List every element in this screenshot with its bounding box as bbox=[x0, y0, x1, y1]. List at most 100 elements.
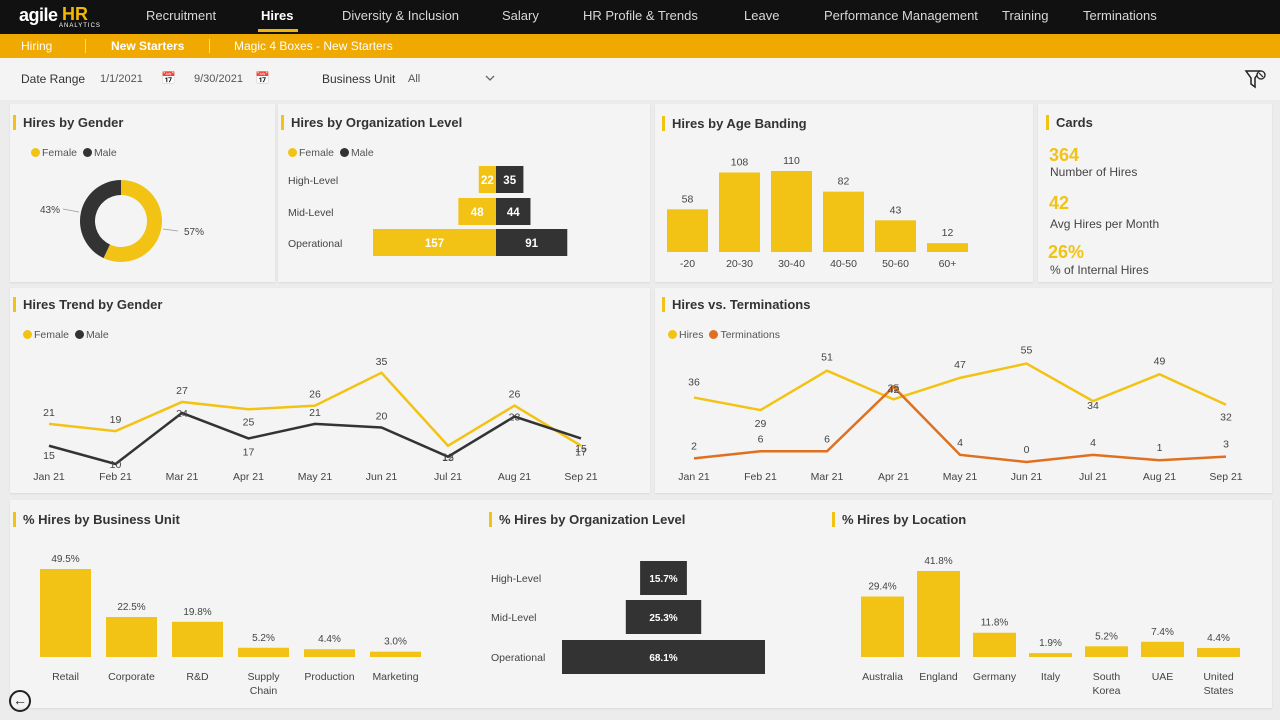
x-tick-label: Feb 21 bbox=[744, 471, 777, 483]
category-label: States bbox=[1204, 685, 1234, 697]
date-range-label: Date Range bbox=[21, 72, 86, 86]
chart-title: Hires by Age Banding bbox=[662, 116, 807, 131]
data-label: 157 bbox=[425, 238, 444, 250]
legend-female: Female bbox=[299, 147, 335, 159]
data-label: 27 bbox=[176, 385, 188, 397]
filter-icon[interactable] bbox=[1244, 69, 1268, 91]
data-label: 21 bbox=[309, 407, 321, 419]
filter-bar: Date Range 1/1/2021 📅 9/30/2021 📅 Busine… bbox=[0, 58, 1280, 100]
bar-bu-3 bbox=[238, 647, 289, 657]
series-line-terminations bbox=[693, 385, 1227, 464]
calendar-icon[interactable]: 📅 bbox=[161, 71, 176, 85]
back-arrow-icon[interactable]: ← bbox=[9, 690, 31, 712]
chevron-down-icon[interactable] bbox=[485, 75, 495, 82]
donut-slice-female bbox=[103, 179, 162, 262]
funnel-bar-0 bbox=[640, 561, 687, 595]
legend-swatch-female bbox=[23, 330, 32, 339]
nav-tab-leave[interactable]: Leave bbox=[744, 8, 780, 23]
subnav-new-starters[interactable]: New Starters bbox=[111, 39, 185, 53]
subnav-magic-4-boxes[interactable]: Magic 4 Boxes - New Starters bbox=[234, 39, 393, 53]
subnav-hiring[interactable]: Hiring bbox=[21, 39, 53, 53]
nav-tab-hires[interactable]: Hires bbox=[261, 8, 294, 23]
chart-title: % Hires by Location bbox=[832, 512, 966, 527]
category-label: R&D bbox=[186, 671, 209, 683]
legend-swatch-male bbox=[74, 330, 84, 339]
x-tick-label: Jul 21 bbox=[1079, 471, 1107, 483]
legend-hires: Hires bbox=[679, 329, 704, 341]
data-label: 7.4% bbox=[1151, 627, 1174, 638]
data-label: 110 bbox=[783, 155, 800, 167]
data-label: 17 bbox=[243, 446, 255, 458]
panel-hires-trend bbox=[10, 288, 650, 493]
bar-bu-2 bbox=[172, 621, 223, 657]
data-label: 3.0% bbox=[384, 637, 407, 648]
category-label: UAE bbox=[1152, 671, 1174, 683]
x-tick-label: Aug 21 bbox=[498, 471, 531, 483]
legend-gender[interactable]: Female Male bbox=[31, 147, 117, 159]
nav-tab-terminations[interactable]: Terminations bbox=[1083, 8, 1157, 23]
bar-male-1 bbox=[496, 198, 531, 225]
data-label: 4 bbox=[1090, 437, 1096, 449]
funnel-bar-1 bbox=[625, 600, 702, 634]
nav-tab-recruitment[interactable]: Recruitment bbox=[146, 8, 217, 23]
bar-location-2 bbox=[973, 632, 1016, 657]
brand-name: agile bbox=[19, 5, 58, 25]
data-label: 51 bbox=[821, 352, 833, 364]
data-label: 0 bbox=[1024, 444, 1030, 456]
legend-female: Female bbox=[34, 329, 70, 341]
bar-age-0 bbox=[667, 209, 708, 252]
category-label: 40-50 bbox=[830, 258, 857, 270]
data-label: 15 bbox=[575, 443, 587, 455]
x-tick-label: Apr 21 bbox=[878, 471, 909, 483]
end-date-input[interactable]: 9/30/2021 bbox=[194, 73, 243, 85]
category-label: High-Level bbox=[491, 573, 541, 585]
data-label: 2 bbox=[691, 440, 697, 452]
category-label: South bbox=[1093, 671, 1121, 683]
x-tick-label: Jun 21 bbox=[366, 471, 398, 483]
x-tick-label: Sep 21 bbox=[564, 471, 597, 483]
calendar-icon[interactable]: 📅 bbox=[255, 71, 270, 85]
data-label: 108 bbox=[731, 156, 749, 168]
data-label: 91 bbox=[525, 238, 538, 250]
bar-location-1 bbox=[917, 571, 960, 657]
legend-swatch-male bbox=[339, 148, 349, 157]
category-label: Marketing bbox=[372, 671, 418, 683]
data-label: 35 bbox=[376, 356, 388, 368]
panel-cards bbox=[1038, 104, 1272, 282]
brand-logo[interactable]: agile HR ANALYTICS bbox=[19, 4, 100, 30]
data-label: 1.9% bbox=[1039, 638, 1062, 649]
legend-trend[interactable]: Female Male bbox=[23, 329, 109, 341]
legend-swatch-hires bbox=[668, 330, 677, 339]
bar-age-4 bbox=[875, 220, 916, 252]
data-label: 43% bbox=[40, 205, 60, 216]
legend-hires-vs-terminations[interactable]: Hires Terminations bbox=[668, 329, 780, 341]
nav-tab-diversity[interactable]: Diversity & Inclusion bbox=[342, 8, 460, 23]
category-label: United bbox=[1203, 671, 1234, 683]
nav-tab-performance[interactable]: Performance Management bbox=[824, 8, 978, 23]
legend-swatch-female bbox=[31, 148, 40, 157]
nav-tab-training[interactable]: Training bbox=[1002, 8, 1049, 23]
category-label: -20 bbox=[680, 258, 695, 270]
data-label: 15.7% bbox=[649, 574, 677, 585]
business-unit-select[interactable]: All bbox=[408, 73, 421, 85]
bar-age-5 bbox=[927, 243, 968, 252]
nav-tab-salary[interactable]: Salary bbox=[502, 8, 539, 23]
bar-age-2 bbox=[771, 171, 812, 252]
data-label: 42 bbox=[888, 384, 900, 396]
data-label: 4.4% bbox=[1207, 633, 1230, 644]
bar-female-2 bbox=[373, 229, 496, 256]
data-label: 35 bbox=[503, 175, 516, 187]
category-label: Operational bbox=[491, 652, 545, 664]
x-tick-label: Jun 21 bbox=[1011, 471, 1043, 483]
data-label: 19 bbox=[110, 414, 122, 426]
data-label: 20 bbox=[376, 411, 388, 423]
legend-org-level[interactable]: Female Male bbox=[288, 147, 374, 159]
data-label: 44 bbox=[507, 207, 520, 219]
cards-title: Cards bbox=[1046, 115, 1093, 130]
legend-swatch-female bbox=[288, 148, 297, 157]
data-label: 4 bbox=[957, 437, 963, 449]
nav-tab-hr-profile[interactable]: HR Profile & Trends bbox=[583, 8, 698, 23]
data-label: 36 bbox=[688, 377, 700, 389]
start-date-input[interactable]: 1/1/2021 bbox=[100, 73, 143, 85]
bar-location-6 bbox=[1197, 647, 1240, 657]
